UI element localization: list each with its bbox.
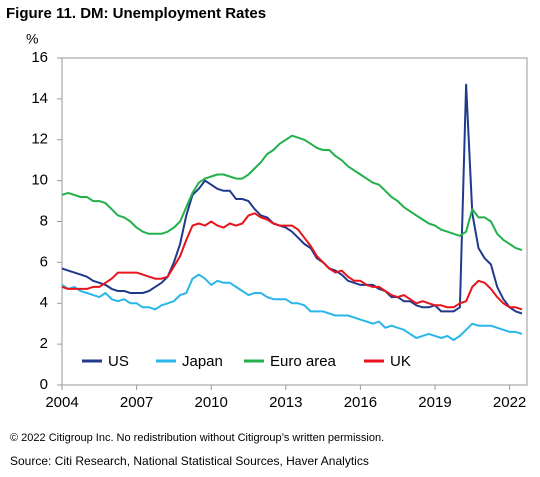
y-tick-label: 0 — [40, 376, 48, 393]
y-tick-label: 10 — [31, 172, 48, 189]
x-tick-label: 2013 — [269, 394, 302, 411]
y-tick-label: 2 — [40, 335, 48, 352]
legend-label: Japan — [182, 353, 223, 370]
chart-title: Figure 11. DM: Unemployment Rates — [6, 5, 266, 22]
x-tick-label: 2019 — [418, 394, 451, 411]
y-axis-label: % — [26, 31, 38, 47]
y-tick-label: 6 — [40, 253, 48, 270]
x-tick-label: 2004 — [45, 394, 78, 411]
legend-label: UK — [390, 353, 411, 370]
series-line — [61, 134, 523, 252]
x-tick-label: 2007 — [120, 394, 153, 411]
series-line — [61, 83, 523, 315]
x-tick-label: 2016 — [344, 394, 377, 411]
series-line — [61, 273, 523, 341]
x-tick-label: 2022 — [493, 394, 526, 411]
y-tick-label: 14 — [31, 90, 48, 107]
footnote: © 2022 Citigroup Inc. No redistribution … — [10, 432, 384, 444]
y-tick-label: 12 — [31, 131, 48, 148]
x-tick-label: 2010 — [195, 394, 228, 411]
y-tick-label: 16 — [31, 49, 48, 66]
legend-label: US — [108, 353, 129, 370]
y-tick-label: 4 — [40, 294, 48, 311]
y-tick-label: 8 — [40, 212, 48, 229]
source: Source: Citi Research, National Statisti… — [10, 454, 369, 468]
legend-label: Euro area — [270, 353, 337, 370]
series-line — [61, 212, 523, 311]
